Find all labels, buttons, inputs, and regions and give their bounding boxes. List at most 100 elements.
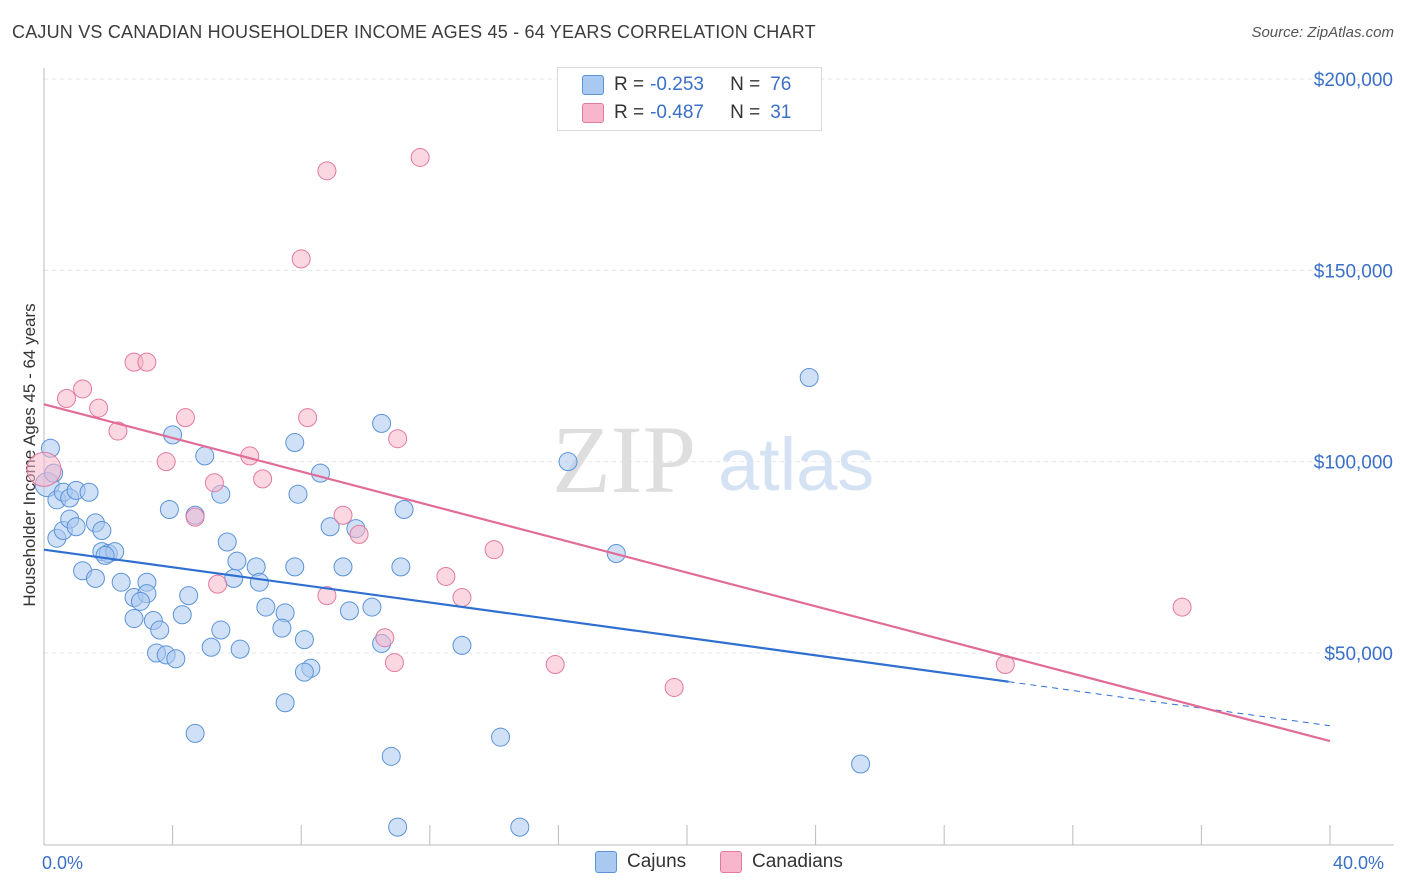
canadian-point <box>333 505 353 525</box>
n-value: 31 <box>770 102 792 123</box>
cajun-point <box>92 521 112 541</box>
canadian-point <box>317 161 337 181</box>
canadian-point <box>545 654 565 674</box>
cajun-point <box>150 620 170 640</box>
canadian-point <box>388 429 408 449</box>
cajun-point <box>558 452 578 472</box>
n-label: N = <box>730 102 761 123</box>
n-label: N = <box>730 74 761 95</box>
cajun-point <box>246 557 266 577</box>
canadian-point <box>89 398 109 418</box>
canadian-point <box>73 379 93 399</box>
cajun-point <box>111 572 131 592</box>
cajun-point <box>227 551 247 571</box>
y-tick-label: $200,000 <box>1314 70 1393 91</box>
cajun-point <box>85 568 105 588</box>
cajun-point <box>95 545 115 565</box>
legend-row-canadians: R = -0.487 N = 31 <box>582 101 791 125</box>
cajun-point <box>185 723 205 743</box>
cajun-point <box>166 649 186 669</box>
canadian-point <box>384 653 404 673</box>
r-value: -0.253 <box>650 74 704 95</box>
legend-item-canadians[interactable]: Canadians <box>720 851 843 873</box>
cajun-point <box>510 817 530 837</box>
cajun-point <box>201 637 221 657</box>
watermark-atlas: atlas <box>718 423 874 506</box>
cajun-point <box>452 635 472 655</box>
cajun-trend-extension <box>1008 681 1331 727</box>
series-legend: Cajuns Canadians <box>0 851 1406 877</box>
cajun-point <box>211 620 231 640</box>
canadian-point <box>298 408 318 428</box>
source-label: Source: ZipAtlas.com <box>1251 24 1394 41</box>
canadian-point <box>57 389 77 409</box>
canadians-legend-swatch <box>720 851 742 873</box>
cajun-point <box>163 425 183 445</box>
cajun-point <box>172 605 192 625</box>
canadian-point <box>137 352 157 372</box>
cajun-point <box>195 446 215 466</box>
canadian-point <box>175 408 195 428</box>
cajun-point <box>391 557 411 577</box>
cajun-point <box>79 482 99 502</box>
cajun-point <box>851 754 871 774</box>
cajun-point <box>285 557 305 577</box>
cajun-point <box>249 572 269 592</box>
canadian-point <box>108 421 128 441</box>
canadians-legend-label: Canadians <box>752 851 843 872</box>
cajun-point <box>491 727 511 747</box>
correlation-legend: R = -0.253 N = 76 R = -0.487 N = 31 <box>557 67 822 131</box>
cajun-point <box>66 517 86 537</box>
cajun-point <box>275 603 295 623</box>
cajuns-legend-swatch <box>595 851 617 873</box>
cajun-point <box>272 618 292 638</box>
cajun-point <box>130 591 150 611</box>
canadian-point <box>664 677 684 697</box>
canadian-point <box>349 524 369 544</box>
y-tick-label: $150,000 <box>1314 261 1393 282</box>
cajun-point <box>288 484 308 504</box>
cajun-point <box>285 433 305 453</box>
canadian-point <box>436 566 456 586</box>
canadian-point <box>26 451 62 487</box>
cajun-point <box>372 413 392 433</box>
cajun-point <box>381 746 401 766</box>
canadian-point <box>484 540 504 560</box>
cajun-point <box>294 662 314 682</box>
legend-item-cajuns[interactable]: Cajuns <box>595 851 686 873</box>
canadian-point <box>375 628 395 648</box>
cajun-point <box>362 597 382 617</box>
canadian-point <box>208 574 228 594</box>
canadian-point <box>253 469 273 489</box>
legend-row-cajuns: R = -0.253 N = 76 <box>582 73 791 97</box>
canadian-point <box>317 586 337 606</box>
r-label: R = <box>614 102 645 123</box>
x-max-label: 40.0% <box>1333 853 1385 873</box>
cajun-point <box>256 597 276 617</box>
cajuns-legend-label: Cajuns <box>627 851 687 872</box>
cajun-point <box>320 517 340 537</box>
cajun-point <box>124 609 144 629</box>
cajun-point <box>394 500 414 519</box>
cajun-point <box>388 817 408 837</box>
canadian-point <box>1172 597 1192 617</box>
y-tick-label: $50,000 <box>1324 644 1393 665</box>
canadian-point <box>452 588 472 608</box>
cajun-point <box>339 601 359 621</box>
cajun-point <box>224 568 244 588</box>
cajun-point <box>159 500 179 519</box>
canadian-point <box>204 473 224 493</box>
canadian-trend-line <box>43 403 1331 743</box>
x-min-label: 0.0% <box>42 853 84 873</box>
y-tick-label: $100,000 <box>1314 453 1393 474</box>
canadians-swatch <box>582 103 604 123</box>
cajun-point <box>217 532 237 552</box>
cajun-point <box>799 367 819 387</box>
cajun-point <box>294 630 314 650</box>
canadian-point <box>185 507 205 527</box>
canadian-point <box>156 452 176 472</box>
canadian-point <box>410 147 430 167</box>
cajun-point <box>179 586 199 606</box>
cajun-point <box>275 693 295 713</box>
